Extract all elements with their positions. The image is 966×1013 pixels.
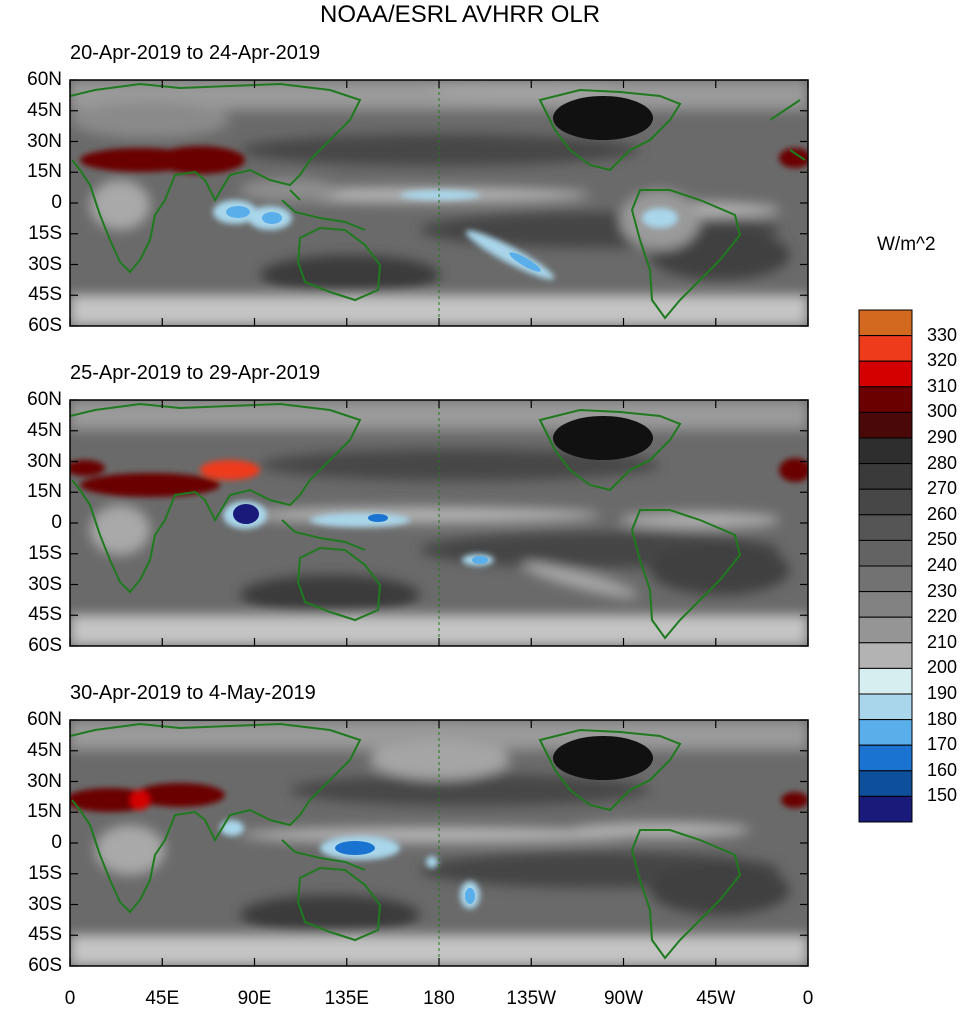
lat-label-3-4: 0 bbox=[51, 832, 62, 853]
colorbar-box-19 bbox=[858, 795, 913, 823]
colorbar-label-11: 220 bbox=[927, 606, 958, 627]
lon-label-3: 135E bbox=[324, 988, 369, 1009]
lat-label-2-3: 15N bbox=[27, 481, 62, 503]
colorbar-label-6: 270 bbox=[927, 478, 958, 499]
lat-label-3-7: 45S bbox=[28, 924, 62, 946]
lat-label-1-6: 30S bbox=[28, 253, 62, 275]
lon-label-2: 90E bbox=[237, 988, 272, 1009]
colorbar-label-10: 230 bbox=[927, 580, 958, 601]
colorbar-label-18: 150 bbox=[927, 785, 958, 806]
panel-1-label: 20-Apr-2019 to 24-Apr-2019 bbox=[70, 42, 321, 64]
colorbar bbox=[858, 309, 913, 823]
map-panel-1 bbox=[69, 79, 809, 327]
olr-field-2 bbox=[70, 400, 808, 646]
lon-label-1: 45E bbox=[145, 988, 180, 1009]
colorbar-label-17: 160 bbox=[927, 759, 958, 780]
colorbar-label-0: 330 bbox=[927, 324, 958, 345]
lat-label-1-4: 0 bbox=[51, 192, 62, 213]
colorbar-label-9: 240 bbox=[927, 555, 958, 575]
colorbar-box-17 bbox=[858, 744, 913, 772]
lat-label-1-3: 15N bbox=[27, 161, 62, 183]
coastlines-3 bbox=[70, 722, 742, 960]
lat-label-3-8: 60S bbox=[28, 955, 62, 976]
colorbar-box-18 bbox=[858, 770, 913, 797]
lon-label-0: 0 bbox=[64, 988, 76, 1009]
colorbar-label-3: 300 bbox=[927, 401, 958, 422]
colorbar-unit: W/m^2 bbox=[877, 234, 936, 255]
colorbar-label-5: 280 bbox=[927, 452, 958, 473]
lat-label-2-0: 60N bbox=[27, 389, 62, 410]
colorbar-box-15 bbox=[858, 693, 913, 721]
map-panel-3 bbox=[69, 719, 809, 967]
colorbar-box-13 bbox=[858, 642, 913, 669]
colorbar-box-9 bbox=[858, 539, 913, 567]
lat-label-3-3: 15N bbox=[27, 801, 62, 823]
colorbar-box-6 bbox=[858, 463, 913, 490]
panel-2-label: 25-Apr-2019 to 29-Apr-2019 bbox=[70, 362, 321, 384]
colorbar-label-7: 260 bbox=[927, 503, 958, 524]
lat-label-2-5: 15S bbox=[28, 542, 62, 564]
lon-label-8: 0 bbox=[802, 988, 814, 1009]
colorbar-box-3 bbox=[858, 386, 913, 413]
colorbar-label-13: 200 bbox=[927, 657, 958, 678]
lat-label-1-7: 45S bbox=[28, 284, 62, 306]
lat-label-3-5: 15S bbox=[28, 862, 62, 884]
axis-ticks bbox=[69, 79, 809, 967]
colorbar-box-1 bbox=[858, 335, 913, 362]
lat-label-1-0: 60N bbox=[27, 69, 62, 90]
colorbar-label-2: 310 bbox=[927, 375, 958, 396]
coastlines-1 bbox=[70, 82, 806, 320]
lat-label-1-2: 30N bbox=[27, 130, 62, 152]
colorbar-box-12 bbox=[858, 616, 913, 644]
colorbar-box-8 bbox=[858, 514, 913, 541]
lat-label-2-4: 0 bbox=[51, 512, 62, 533]
colorbar-box-11 bbox=[858, 591, 913, 618]
colorbar-box-16 bbox=[858, 719, 913, 746]
lon-label-4: 180 bbox=[423, 988, 455, 1009]
colorbar-box-2 bbox=[858, 360, 913, 388]
panel-3-label: 30-Apr-2019 to 4-May-2019 bbox=[70, 682, 316, 704]
olr-field-3 bbox=[70, 720, 808, 966]
lon-label-6: 90W bbox=[603, 988, 644, 1009]
lon-label-5: 135W bbox=[506, 988, 557, 1009]
colorbar-box-5 bbox=[858, 437, 913, 465]
olr-field-1 bbox=[70, 80, 808, 326]
figure-title: NOAA/ESRL AVHRR OLR bbox=[320, 1, 601, 28]
lat-label-3-6: 30S bbox=[28, 893, 62, 915]
colorbar-box-0 bbox=[858, 309, 913, 337]
colorbar-box-4 bbox=[858, 411, 913, 439]
lat-label-3-0: 60N bbox=[27, 709, 62, 730]
coastlines-2 bbox=[70, 402, 742, 640]
map-panel-2 bbox=[69, 399, 809, 647]
lat-label-2-2: 30N bbox=[27, 450, 62, 472]
lat-label-2-6: 30S bbox=[28, 573, 62, 595]
colorbar-box-7 bbox=[858, 488, 913, 516]
lat-label-1-1: 45N bbox=[27, 99, 62, 121]
colorbar-box-14 bbox=[858, 667, 913, 695]
colorbar-label-12: 210 bbox=[927, 631, 958, 652]
lat-label-1-5: 15S bbox=[28, 222, 62, 244]
colorbar-label-15: 180 bbox=[927, 708, 958, 729]
colorbar-label-14: 190 bbox=[927, 683, 958, 703]
colorbar-label-8: 250 bbox=[927, 529, 958, 550]
lat-label-3-1: 45N bbox=[27, 739, 62, 761]
colorbar-label-1: 320 bbox=[927, 350, 958, 371]
lat-label-2-8: 60S bbox=[28, 635, 62, 656]
colorbar-label-4: 290 bbox=[927, 427, 958, 447]
colorbar-box-10 bbox=[858, 565, 913, 593]
lat-label-2-7: 45S bbox=[28, 604, 62, 626]
lat-label-1-8: 60S bbox=[28, 315, 62, 336]
lat-label-2-1: 45N bbox=[27, 419, 62, 441]
colorbar-label-16: 170 bbox=[927, 734, 958, 755]
lon-label-7: 45W bbox=[696, 988, 736, 1009]
lat-label-3-2: 30N bbox=[27, 770, 62, 792]
